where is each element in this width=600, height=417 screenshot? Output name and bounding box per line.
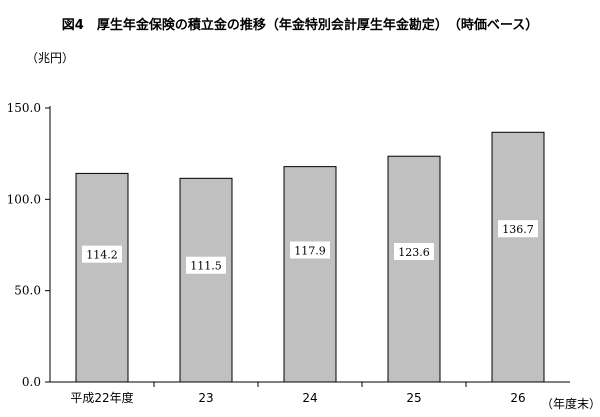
bars: 114.2 111.5 117.9 123.6 136.7	[75, 131, 545, 383]
bar	[75, 172, 129, 383]
data-label-box	[290, 241, 330, 259]
data-label: 123.6	[398, 246, 430, 259]
y-tick-label: 100.0	[7, 192, 41, 206]
y-tick-label: 50.0	[14, 284, 41, 298]
data-label: 114.2	[86, 249, 118, 262]
x-tick-label: 25	[406, 391, 421, 405]
data-label-box	[394, 243, 434, 261]
data-label: 111.5	[190, 260, 222, 273]
bar	[387, 155, 441, 383]
bar	[283, 166, 337, 383]
x-tick-label: 23	[198, 391, 213, 405]
y-tick-label: 0.0	[22, 375, 41, 389]
y-axis-unit-label: （兆円）	[26, 51, 74, 65]
data-label-box	[82, 245, 122, 263]
y-ticks: 0.0 50.0 100.0 150.0	[7, 101, 50, 389]
data-label: 136.7	[502, 223, 534, 236]
y-tick-label: 150.0	[7, 101, 41, 115]
x-tick-label: 24	[302, 391, 317, 405]
x-tick-label: 26	[510, 391, 525, 405]
data-label-box	[498, 220, 538, 238]
bar	[179, 177, 233, 383]
bar	[491, 131, 545, 383]
data-label: 117.9	[294, 244, 326, 257]
chart-title: 図4 厚生年金保険の積立金の推移（年金特別会計厚生年金勘定） （時価ベース）	[61, 18, 539, 33]
x-axis-unit-label: （年度末）	[541, 396, 600, 411]
data-label-box	[186, 256, 226, 274]
x-labels: 平成22年度 23 24 25 26	[70, 382, 526, 405]
x-tick-label: 平成22年度	[70, 390, 133, 405]
